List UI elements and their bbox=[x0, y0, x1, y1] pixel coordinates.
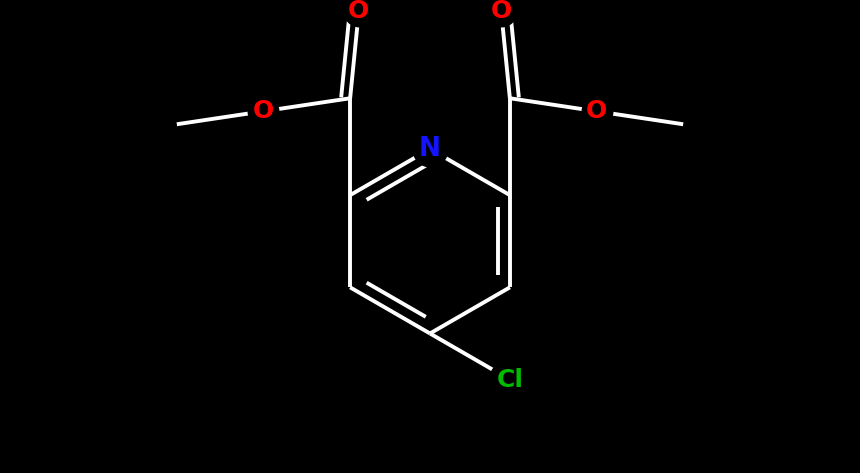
Text: O: O bbox=[348, 0, 370, 23]
Text: O: O bbox=[586, 99, 607, 123]
Text: O: O bbox=[490, 0, 512, 23]
Text: O: O bbox=[253, 99, 274, 123]
Text: N: N bbox=[419, 136, 441, 162]
Text: Cl: Cl bbox=[496, 368, 524, 392]
